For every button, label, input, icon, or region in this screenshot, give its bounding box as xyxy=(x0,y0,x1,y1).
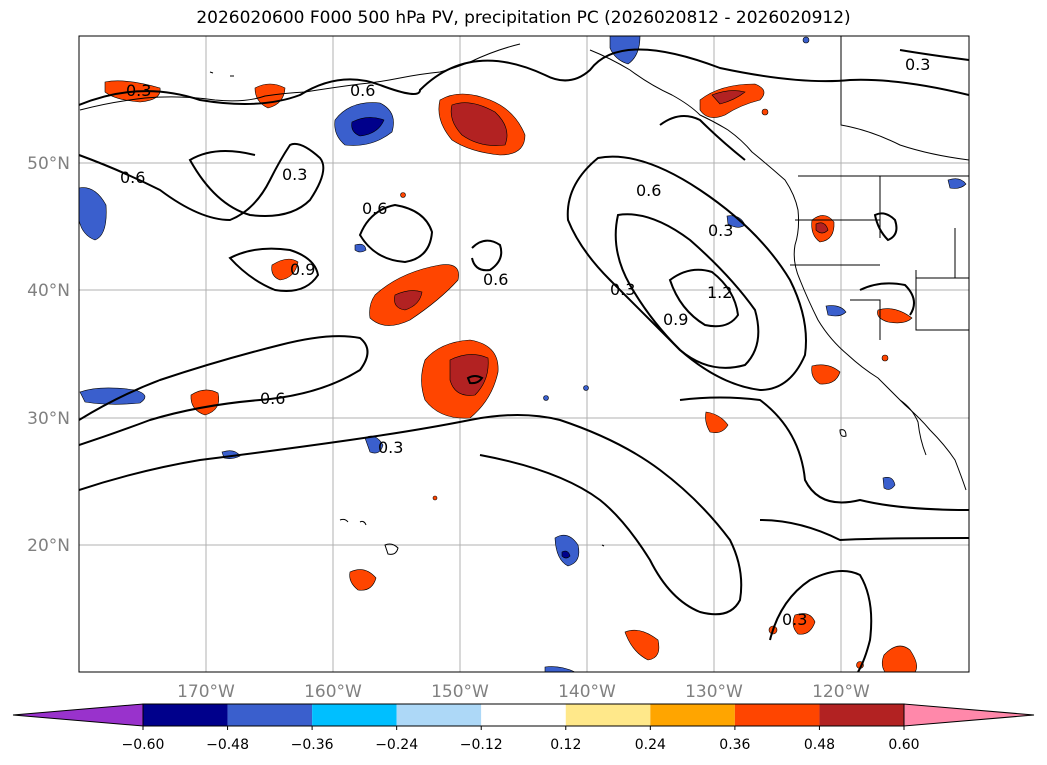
lon-tick-label: 130°W xyxy=(685,682,743,702)
contour-label: 0.6 xyxy=(120,168,145,187)
lat-tick-labels: 50°N 40°N 30°N 20°N xyxy=(27,154,70,556)
precip-negative-areas xyxy=(79,36,967,672)
lat-tick-label: 50°N xyxy=(27,154,70,174)
colorbar-tick-label: −0.12 xyxy=(460,737,503,753)
contour-label: 1.2 xyxy=(707,283,732,302)
colorbar-cell xyxy=(312,704,397,726)
colorbar-cell xyxy=(734,704,820,726)
contour-label: 0.3 xyxy=(282,165,307,184)
contour-label: 0.3 xyxy=(126,81,151,100)
contour-label: 0.3 xyxy=(378,438,403,457)
colorbar-tick-label: −0.48 xyxy=(206,737,249,753)
colorbar-tick-label: 0.24 xyxy=(635,737,666,753)
colorbar-cell xyxy=(819,704,904,726)
colorbar-cell xyxy=(227,704,313,726)
contour-label: 0.9 xyxy=(290,260,315,279)
gridlines xyxy=(79,36,969,672)
contour-label: 0.6 xyxy=(483,270,508,289)
colorbar-extend-low xyxy=(12,703,144,727)
colorbar-extend-high xyxy=(903,703,1035,727)
pv-contours xyxy=(79,48,969,672)
colorbar: −0.60 −0.48 −0.36 −0.24 −0.12 0.12 0.24 0.36 0.4… xyxy=(12,703,1035,753)
contour-labels: 0.3 0.6 0.6 0.3 0.6 0.9 0.6 0.6 0.3 0.3 … xyxy=(120,55,930,629)
colorbar-tick-label: −0.24 xyxy=(375,737,418,753)
colorbar-tick-label: 0.12 xyxy=(550,737,581,753)
lon-tick-label: 160°W xyxy=(304,682,362,702)
colorbar-tick-label: 0.36 xyxy=(719,737,750,753)
contour-label: 0.3 xyxy=(905,55,930,74)
colorbar-cell xyxy=(650,704,735,726)
map-frame xyxy=(78,35,970,673)
contour-label: 0.3 xyxy=(708,221,733,240)
contour-label: 0.6 xyxy=(260,389,285,408)
colorbar-cell xyxy=(396,704,482,726)
borders xyxy=(790,36,969,340)
colorbar-cell xyxy=(143,704,228,726)
contour-label: 0.9 xyxy=(663,310,688,329)
map-title: 2026020600 F000 500 hPa PV, precipitatio… xyxy=(196,8,851,28)
contour-label: 0.3 xyxy=(782,610,807,629)
map-panel xyxy=(79,36,969,672)
lon-tick-label: 150°W xyxy=(431,682,489,702)
contour-label: 0.6 xyxy=(350,81,375,100)
contour-label: 0.6 xyxy=(362,199,387,218)
colorbar-tick-label: −0.60 xyxy=(122,737,165,753)
colorbar-tick-label: 0.48 xyxy=(804,737,835,753)
lat-tick-label: 20°N xyxy=(27,536,70,556)
lon-tick-labels: 170°W 160°W 150°W 140°W 130°W 120°W xyxy=(177,682,870,702)
colorbar-outline xyxy=(142,703,905,727)
colorbar-cell xyxy=(481,704,566,726)
lat-tick-label: 40°N xyxy=(27,281,70,301)
contour-label: 0.6 xyxy=(636,181,661,200)
precip-positive-areas xyxy=(104,80,917,672)
colorbar-cell xyxy=(565,704,651,726)
lon-tick-label: 120°W xyxy=(812,682,870,702)
colorbar-tick-label: −0.36 xyxy=(291,737,334,753)
lon-tick-label: 170°W xyxy=(177,682,235,702)
lat-tick-label: 30°N xyxy=(27,409,70,429)
lon-tick-label: 140°W xyxy=(558,682,616,702)
colorbar-tick-label: 0.60 xyxy=(888,737,919,753)
contour-label: 0.3 xyxy=(610,280,635,299)
